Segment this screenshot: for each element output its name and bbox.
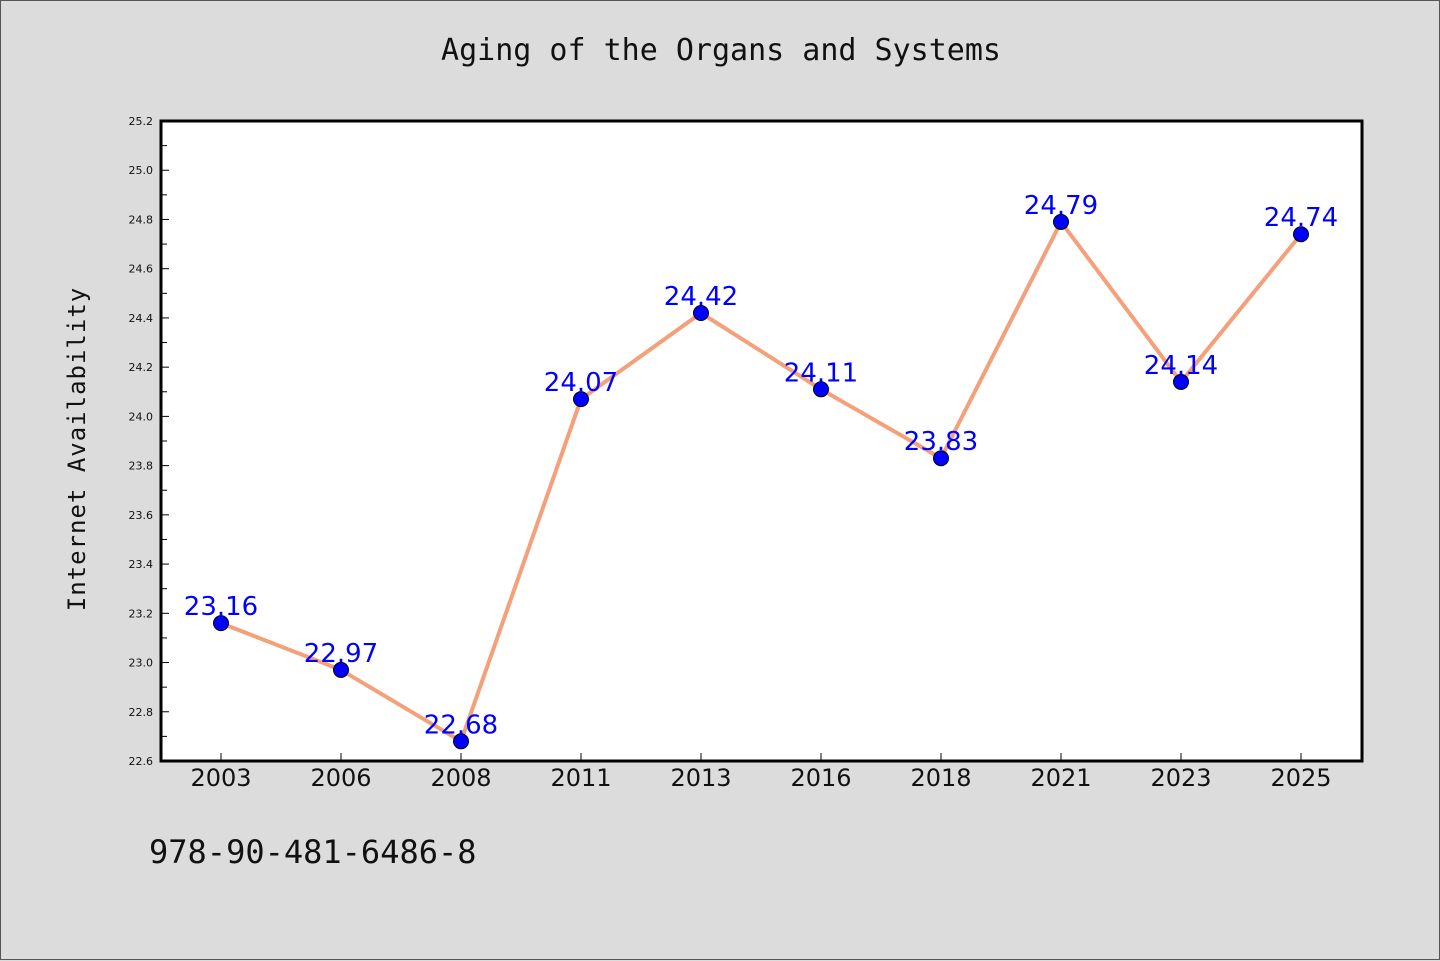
y-tick-label: 24.6 (129, 263, 154, 276)
data-label: 24.74 (1264, 203, 1338, 233)
x-tick-label: 2025 (1270, 764, 1331, 792)
y-tick-label: 23.4 (129, 558, 154, 571)
data-label: 22.68 (424, 710, 498, 740)
x-tick-label: 2011 (550, 764, 611, 792)
isbn-text: 978-90-481-6486-8 (149, 833, 477, 871)
x-tick-label: 2016 (790, 764, 851, 792)
y-tick-label: 24.4 (129, 312, 154, 325)
x-tick-label: 2003 (190, 764, 251, 792)
data-label: 24.07 (544, 368, 618, 398)
data-label: 23.83 (904, 427, 978, 457)
chart-title: Aging of the Organs and Systems (441, 33, 1001, 68)
y-tick-label: 23.2 (129, 607, 154, 620)
data-label: 24.79 (1024, 191, 1098, 221)
series-line (219, 219, 1303, 744)
x-tick-label: 2023 (1150, 764, 1211, 792)
y-tick-label: 25.2 (129, 115, 154, 128)
data-point (933, 450, 949, 467)
data-label: 23.16 (184, 592, 258, 622)
y-tick-label: 23.8 (129, 460, 154, 473)
y-tick-label: 24.0 (129, 410, 154, 423)
plot-area (159, 119, 1364, 763)
x-tick-label: 2013 (670, 764, 731, 792)
data-point (213, 615, 229, 632)
x-axis: 2003 2006 2008 2011 2013 2016 2018 2021 2023 2025 (190, 753, 1332, 792)
y-tick-label: 25.0 (129, 164, 154, 177)
data-point (1053, 213, 1069, 230)
x-tick-label: 2008 (430, 764, 491, 792)
y-tick-label: 23.0 (129, 657, 154, 670)
y-tick-label: 24.2 (129, 361, 154, 374)
data-point (693, 305, 709, 321)
data-label: 24.14 (1144, 351, 1218, 381)
data-point (333, 661, 349, 678)
series-layer (213, 213, 1309, 750)
y-tick-label: 23.6 (129, 509, 154, 522)
data-label: 24.11 (784, 358, 858, 388)
data-labels: 23.16 22.97 22.68 24.07 24.42 24.11 23.83 24.79… (184, 191, 1338, 740)
data-label: 24.42 (664, 282, 738, 312)
y-tick-label: 22.8 (129, 706, 154, 719)
x-tick-label: 2006 (310, 764, 371, 792)
data-point (1293, 226, 1309, 243)
data-point (813, 381, 829, 398)
y-axis: 22.6 22.8 23.0 23.2 23.4 23.6 23.8 24.0 24.2 24.4… (129, 115, 169, 768)
y-axis-label: Internet Availability (63, 287, 91, 611)
x-tick-label: 2021 (1030, 764, 1091, 792)
x-tick-label: 2018 (910, 764, 971, 792)
y-tick-label: 22.6 (129, 755, 154, 768)
data-point (573, 391, 589, 408)
data-label: 22.97 (304, 639, 378, 669)
data-point (1173, 373, 1189, 390)
data-point (453, 733, 469, 750)
y-tick-label: 24.8 (129, 213, 154, 226)
